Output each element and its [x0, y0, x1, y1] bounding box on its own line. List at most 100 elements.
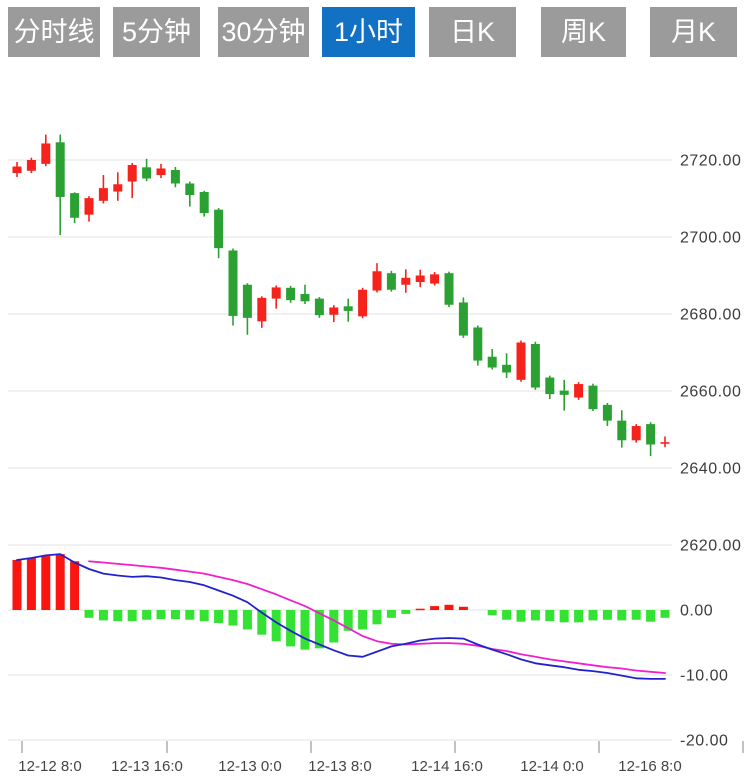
macd-histogram-bar — [487, 610, 497, 616]
x-axis-label: 12-13 8:0 — [308, 758, 371, 775]
macd-histogram-bar — [242, 610, 252, 630]
macd-histogram-bar — [228, 610, 238, 626]
price-axis-label: 2680.00 — [680, 307, 741, 324]
timeframe-tabbar: 分时线 5分钟 30分钟 1小时 日K 周K 月K — [8, 7, 737, 57]
candle-body — [242, 284, 252, 318]
candle-body — [617, 420, 627, 441]
macd-histogram-bar — [257, 610, 267, 635]
tab-weekly-k[interactable]: 周K — [541, 7, 626, 57]
candle-body — [214, 209, 224, 249]
macd-histogram-bar — [502, 610, 512, 620]
macd-histogram-bar — [530, 610, 540, 621]
macd-histogram-bar — [559, 610, 569, 623]
tab-daily-k[interactable]: 日K — [429, 7, 516, 57]
macd-histogram-bar — [444, 604, 454, 610]
macd-histogram-bar — [142, 610, 152, 620]
candle-body — [142, 167, 152, 179]
x-axis-label: 12-16 8:0 — [618, 758, 681, 775]
candle-body — [516, 342, 526, 380]
macd-histogram-bar — [286, 610, 296, 647]
candle-body — [602, 404, 612, 421]
tab-1-hour[interactable]: 1小时 — [322, 7, 415, 57]
candle-body — [286, 287, 296, 301]
macd-axis-label: -10.00 — [680, 668, 728, 685]
macd-histogram-bar — [329, 610, 339, 643]
candle-body — [343, 306, 353, 311]
candle-body — [127, 165, 137, 182]
candle-body — [70, 193, 80, 218]
candle-body — [372, 271, 382, 291]
macd-histogram-bar — [156, 610, 166, 620]
macd-histogram-bar — [516, 610, 526, 622]
macd-histogram-bar — [574, 610, 584, 623]
macd-histogram-bar — [214, 610, 224, 623]
tab-monthly-k[interactable]: 月K — [650, 7, 737, 57]
candle-body — [300, 293, 310, 302]
candle-body — [12, 166, 22, 174]
macd-axis-label: 0.00 — [680, 603, 713, 620]
candle-body — [113, 184, 123, 192]
macd-dea-line — [88, 560, 666, 674]
candle-body — [271, 287, 281, 299]
macd-histogram-bar — [271, 610, 281, 642]
macd-histogram-bar — [185, 610, 195, 620]
macd-histogram-bar — [98, 610, 108, 621]
macd-histogram-bar — [26, 558, 36, 610]
candle-body — [199, 191, 209, 214]
candle-body — [185, 183, 195, 196]
candle-body — [314, 298, 324, 316]
macd-histogram-bar — [545, 610, 555, 622]
macd-histogram-bar — [646, 610, 656, 622]
candle-body — [430, 274, 440, 284]
macd-axis-label: -20.00 — [680, 733, 728, 750]
macd-histogram-bar — [41, 556, 51, 610]
price-axis-label: 2620.00 — [680, 538, 741, 555]
candle-body — [588, 385, 598, 410]
macd-histogram-bar — [358, 610, 368, 630]
candle-body — [530, 344, 540, 388]
tab-time-share-line[interactable]: 分时线 — [8, 7, 100, 57]
tab-30-minute[interactable]: 30分钟 — [218, 7, 309, 57]
candle-body — [401, 277, 411, 285]
price-axis-label: 2700.00 — [680, 230, 741, 247]
macd-dif-line — [16, 553, 666, 680]
candle-body — [156, 168, 166, 176]
candle-body — [646, 424, 656, 445]
candle-body — [170, 170, 180, 184]
macd-histogram-bar — [660, 610, 670, 618]
x-axis-label: 12-14 0:0 — [520, 758, 583, 775]
macd-histogram-bar — [372, 610, 382, 625]
candle-body — [358, 289, 368, 317]
macd-histogram-bar — [127, 610, 137, 622]
macd-histogram-bar — [170, 610, 180, 620]
macd-histogram-bar — [84, 610, 94, 618]
macd-histogram-bar — [415, 608, 425, 611]
macd-histogram-bar — [12, 559, 22, 610]
candle-body — [228, 250, 238, 316]
macd-histogram-bar — [55, 554, 65, 610]
x-axis-label: 12-12 8:0 — [18, 758, 81, 775]
macd-histogram-bar — [588, 610, 598, 621]
x-axis-label: 12-14 16:0 — [411, 758, 483, 775]
macd-histogram-bar — [617, 610, 627, 621]
candle-body — [502, 364, 512, 373]
macd-histogram-bar — [199, 610, 209, 622]
candle-body — [55, 142, 65, 197]
macd-histogram-bar — [113, 610, 123, 622]
candle-body — [458, 302, 468, 336]
macd-histogram-bar — [300, 610, 310, 650]
candle-body — [660, 442, 670, 444]
macd-histogram-bar — [401, 610, 411, 614]
macd-histogram-bar — [430, 606, 440, 610]
x-axis-label: 12-13 16:0 — [111, 758, 183, 775]
candle-body — [559, 390, 569, 395]
tab-5-minute[interactable]: 5分钟 — [113, 7, 200, 57]
candle-body — [444, 273, 454, 305]
candle-body — [84, 198, 94, 215]
candle-body — [415, 275, 425, 283]
candle-body — [545, 377, 555, 395]
macd-histogram-bar — [602, 610, 612, 620]
macd-histogram-bar — [343, 610, 353, 631]
